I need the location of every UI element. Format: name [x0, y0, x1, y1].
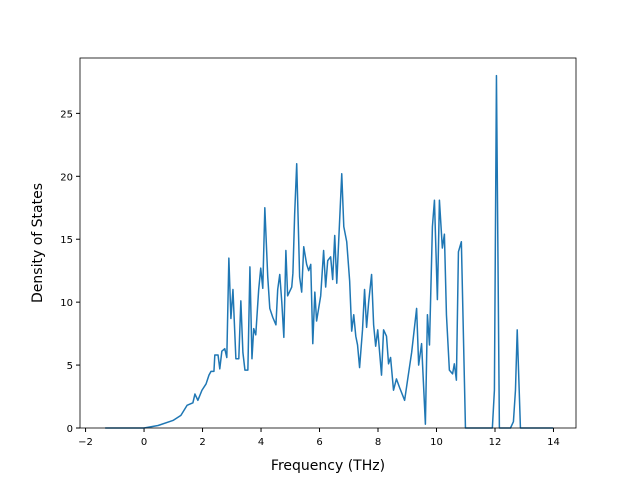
x-tick-label: 0 — [141, 437, 147, 448]
x-axis-label: Frequency (THz) — [271, 458, 385, 474]
y-tick-label: 10 — [60, 298, 73, 309]
x-tick-label: 2 — [199, 437, 205, 448]
x-tick-label: −2 — [78, 437, 93, 448]
x-tick-label: 14 — [547, 437, 560, 448]
y-axis-label: Density of States — [30, 183, 46, 303]
x-tick-label: 10 — [430, 437, 443, 448]
y-tick-label: 15 — [60, 235, 73, 246]
y-tick-label: 25 — [60, 109, 73, 120]
x-tick-label: 8 — [375, 437, 381, 448]
x-tick-label: 12 — [489, 437, 502, 448]
plot-frame — [79, 57, 577, 429]
x-tick-label: 6 — [316, 437, 322, 448]
x-tick-label: 4 — [258, 437, 264, 448]
data-line — [105, 74, 554, 429]
y-tick-label: 20 — [60, 172, 73, 183]
y-tick-label: 5 — [67, 361, 73, 372]
y-tick-label: 0 — [67, 424, 73, 435]
